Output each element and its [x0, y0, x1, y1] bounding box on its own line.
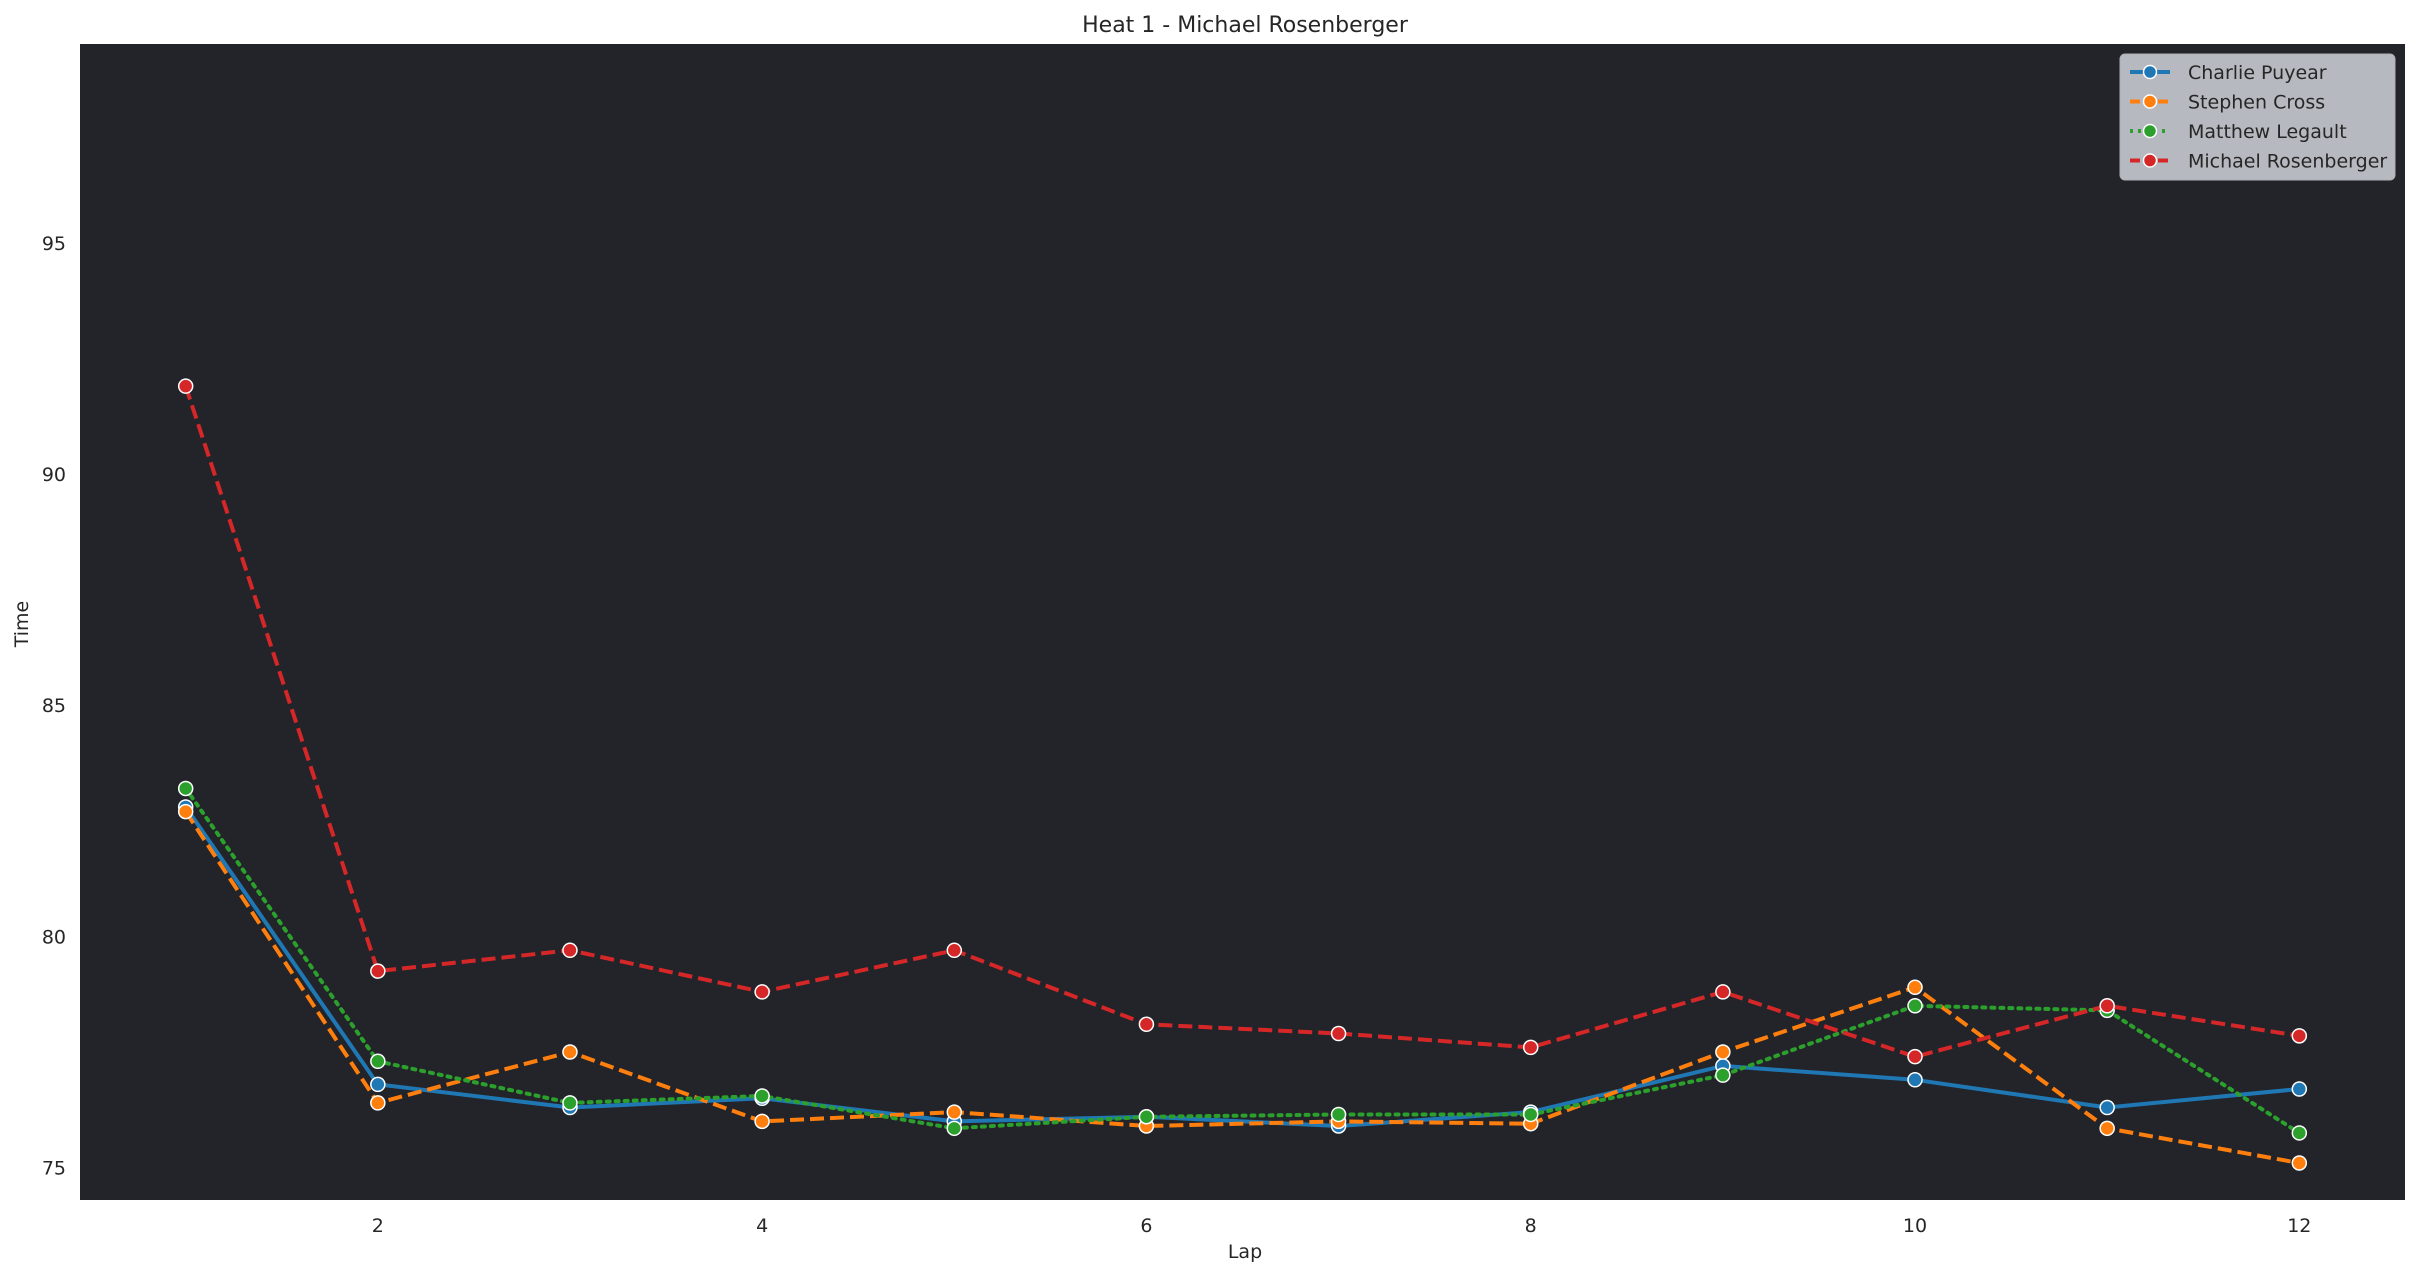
legend[interactable]: Charlie Puyear Stephen Cross Matthew Legau…	[2119, 53, 2396, 181]
data-point-michael-rosenberger	[1522, 1039, 1539, 1056]
legend-marker-charlie-puyear	[2142, 64, 2158, 80]
x-tick-label: 8	[1525, 1215, 1537, 1237]
chart-title: Heat 1 - Michael Rosenberger	[1082, 13, 1409, 38]
data-point-matthew-legault	[1907, 998, 1923, 1014]
series-line-stephen-cross	[184, 810, 2300, 1165]
data-point-charlie-puyear	[2291, 1081, 2308, 1097]
data-point-michael-rosenberger	[2099, 998, 2115, 1014]
data-point-matthew-legault	[946, 1120, 963, 1137]
legend-marker-stephen-cross	[2142, 94, 2158, 109]
legend-label-stephen-cross: Stephen Cross	[2188, 92, 2325, 114]
data-point-michael-rosenberger	[754, 984, 770, 1000]
data-point-matthew-legault	[2291, 1125, 2308, 1141]
y-tick-label: 80	[42, 926, 66, 948]
x-axis-label: Lap	[1228, 1241, 1262, 1263]
data-point-stephen-cross	[177, 803, 194, 820]
data-point-michael-rosenberger	[1330, 1025, 1347, 1042]
data-point-matthew-legault	[1138, 1109, 1155, 1125]
data-point-matthew-legault	[1330, 1106, 1347, 1123]
data-point-michael-rosenberger	[1907, 1048, 1923, 1065]
x-axis: 2 4 6 8 10 12	[372, 1215, 2312, 1237]
data-point-stephen-cross	[1715, 1044, 1731, 1060]
y-tick-label: 85	[42, 695, 66, 717]
data-point-matthew-legault	[1522, 1106, 1539, 1123]
data-point-stephen-cross	[370, 1095, 386, 1111]
y-tick-label: 75	[42, 1158, 66, 1180]
plot-area	[80, 44, 2405, 1200]
y-tick-label: 95	[42, 233, 66, 255]
legend-marker-michael-rosenberger	[2142, 153, 2158, 168]
y-axis-label: Time	[11, 601, 33, 649]
data-point-stephen-cross	[1907, 979, 1923, 996]
legend-label-matthew-legault: Matthew Legault	[2188, 121, 2347, 143]
data-point-matthew-legault	[1715, 1067, 1731, 1083]
data-point-michael-rosenberger	[177, 378, 194, 394]
data-point-stephen-cross	[562, 1044, 578, 1060]
data-point-matthew-legault	[370, 1053, 386, 1070]
data-point-matthew-legault	[562, 1095, 578, 1111]
data-point-charlie-puyear	[2099, 1099, 2115, 1116]
data-point-stephen-cross	[2291, 1155, 2308, 1171]
data-point-stephen-cross	[754, 1113, 770, 1130]
x-tick-label: 12	[2287, 1215, 2311, 1237]
x-tick-label: 10	[1903, 1215, 1927, 1237]
data-point-matthew-legault	[754, 1088, 770, 1104]
legend-label-charlie-puyear: Charlie Puyear	[2188, 62, 2327, 84]
y-axis: 75 80 85 90 95	[42, 233, 66, 1180]
legend-label-michael-rosenberger: Michael Rosenberger	[2188, 151, 2387, 173]
data-point-michael-rosenberger	[1715, 984, 1731, 1000]
data-point-charlie-puyear	[370, 1076, 386, 1093]
x-tick-label: 2	[372, 1215, 384, 1237]
data-point-michael-rosenberger	[562, 942, 578, 959]
data-point-charlie-puyear	[1907, 1072, 1923, 1088]
legend-box	[2119, 53, 2396, 181]
data-point-stephen-cross	[2099, 1120, 2115, 1137]
data-point-matthew-legault	[177, 780, 194, 797]
x-tick-label: 6	[1140, 1215, 1152, 1237]
series-line-charlie-puyear	[184, 805, 2300, 1128]
data-point-michael-rosenberger	[946, 942, 963, 959]
data-point-stephen-cross	[946, 1104, 963, 1120]
series-line-michael-rosenberger	[183, 385, 2300, 1059]
series-group	[177, 378, 2308, 1171]
legend-marker-matthew-legault	[2142, 123, 2158, 139]
y-tick-label: 90	[42, 464, 66, 486]
series-line-matthew-legault	[183, 786, 2302, 1135]
data-point-michael-rosenberger	[1138, 1016, 1155, 1033]
x-tick-label: 4	[756, 1215, 768, 1237]
data-point-michael-rosenberger	[2291, 1028, 2308, 1044]
data-point-michael-rosenberger	[370, 963, 386, 979]
